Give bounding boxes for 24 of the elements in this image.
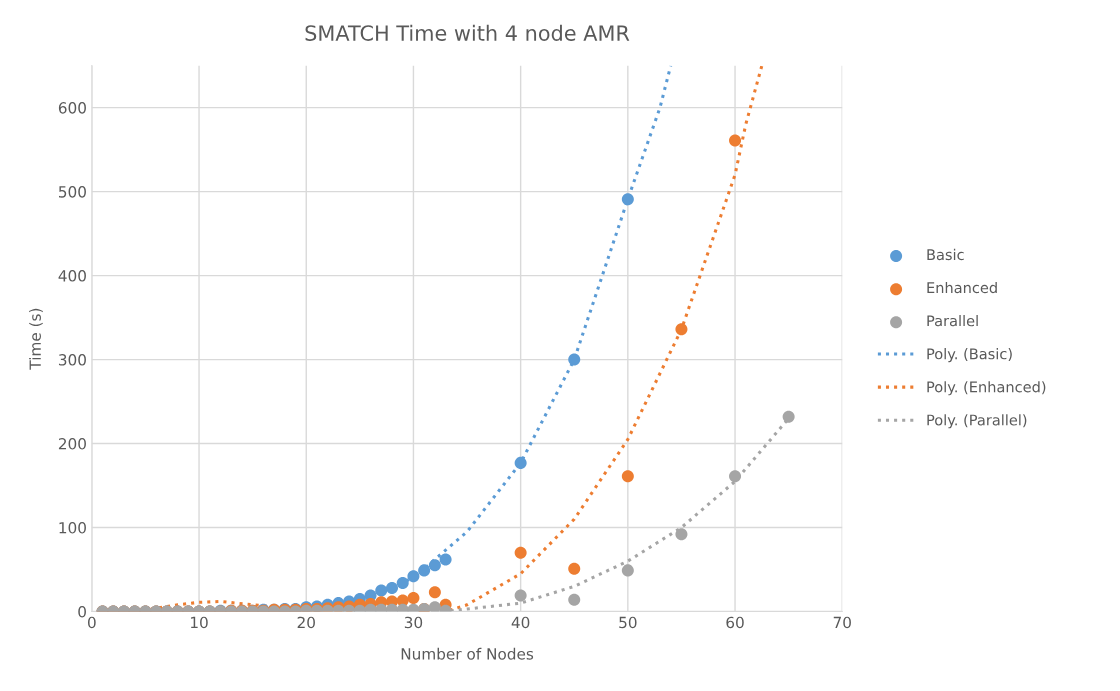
- legend-label: Basic: [927, 248, 964, 261]
- y-axis-title: Time (s): [29, 308, 43, 370]
- legend-label: Enhanced: [927, 281, 997, 294]
- x-tick-label: 20: [297, 616, 315, 629]
- y-tick-label: 600: [58, 102, 86, 114]
- y-tick-label: 400: [58, 270, 86, 282]
- y-tick-label: 0: [78, 606, 86, 618]
- x-tick-label: 0: [87, 616, 96, 629]
- chart-title: SMATCH Time with 4 node AMR: [305, 24, 630, 41]
- x-axis-title: Number of Nodes: [401, 647, 534, 660]
- x-tick-label: 70: [833, 616, 851, 629]
- x-tick-label: 50: [619, 616, 637, 629]
- x-tick-label: 10: [191, 616, 208, 629]
- legend-label: Poly. (Enhanced): [927, 381, 1046, 396]
- legend-label: Poly. (Basic): [927, 348, 1012, 363]
- legend-label: Poly. (Parallel): [927, 414, 1027, 429]
- x-tick-label: 40: [511, 616, 530, 629]
- legend-label: Parallel: [927, 315, 978, 327]
- y-tick-label: 300: [58, 354, 86, 366]
- x-tick-label: 30: [404, 616, 423, 629]
- y-tick-label: 200: [58, 438, 86, 450]
- y-tick-label: 100: [59, 522, 86, 534]
- y-tick-label: 500: [59, 186, 86, 198]
- x-tick-label: 60: [726, 616, 744, 629]
